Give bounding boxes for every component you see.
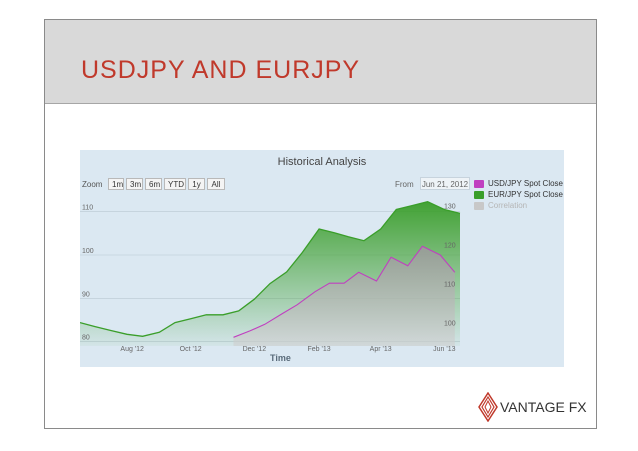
x-axis-tick-label: Dec '12: [243, 346, 267, 353]
x-axis-tick-label: Feb '13: [307, 346, 330, 353]
chart-plot: 80 90 100 110 100 110 120 130 Aug '12 Oct '12 Dec …: [80, 201, 461, 363]
left-axis-tick-label: 100: [82, 248, 94, 255]
logo-mark-icon: [478, 392, 498, 422]
from-label: From: [395, 180, 414, 189]
x-axis-tick-label: Aug '12: [120, 346, 144, 353]
slide-title: USDJPY AND EURJPY: [81, 56, 361, 84]
zoom-6m-button[interactable]: 6m: [145, 178, 162, 190]
left-axis-tick-label: 110: [82, 205, 93, 212]
legend-swatch: [474, 180, 484, 188]
from-date-input[interactable]: Jun 21, 2012: [420, 177, 470, 190]
legend-label: EUR/JPY Spot Close: [488, 190, 563, 199]
eurjpy-series-line: [80, 201, 461, 337]
usdjpy-series-area: [233, 246, 455, 346]
zoom-1m-button[interactable]: 1m: [108, 178, 124, 190]
usdjpy-series-line: [233, 245, 456, 338]
left-axis-tick-label: 80: [82, 335, 90, 342]
x-axis-tick-label: Jun '13: [433, 346, 455, 353]
legend-swatch: [474, 202, 484, 210]
right-axis-tick-label: 130: [444, 204, 456, 211]
legend-label: Correlation: [488, 201, 528, 210]
x-axis-tick-label: Apr '13: [370, 346, 392, 353]
zoom-label: Zoom: [82, 180, 103, 189]
legend-label: USD/JPY Spot Close: [488, 179, 563, 188]
zoom-3m-button[interactable]: 3m: [126, 178, 143, 190]
zoom-all-button[interactable]: All: [207, 178, 225, 190]
logo-text: VANTAGE FX: [500, 399, 587, 415]
x-axis-tick-label: Oct '12: [180, 346, 202, 353]
chart-title: Historical Analysis: [277, 156, 367, 168]
x-axis-label: Time: [270, 353, 291, 363]
left-axis-tick-label: 90: [82, 291, 90, 298]
right-axis-tick-label: 100: [444, 321, 456, 328]
vantage-fx-logo: VANTAGE FX: [478, 392, 618, 424]
right-axis-tick-label: 120: [444, 243, 456, 250]
chart-panel: Historical Analysis Zoom 1m 3m 6m YTD 1y…: [80, 150, 564, 367]
right-axis-tick-label: 110: [444, 282, 455, 289]
zoom-ytd-button[interactable]: YTD: [164, 178, 186, 190]
slide-header: USDJPY AND EURJPY: [45, 20, 596, 104]
zoom-1y-button[interactable]: 1y: [188, 178, 205, 190]
legend-swatch: [474, 191, 484, 199]
